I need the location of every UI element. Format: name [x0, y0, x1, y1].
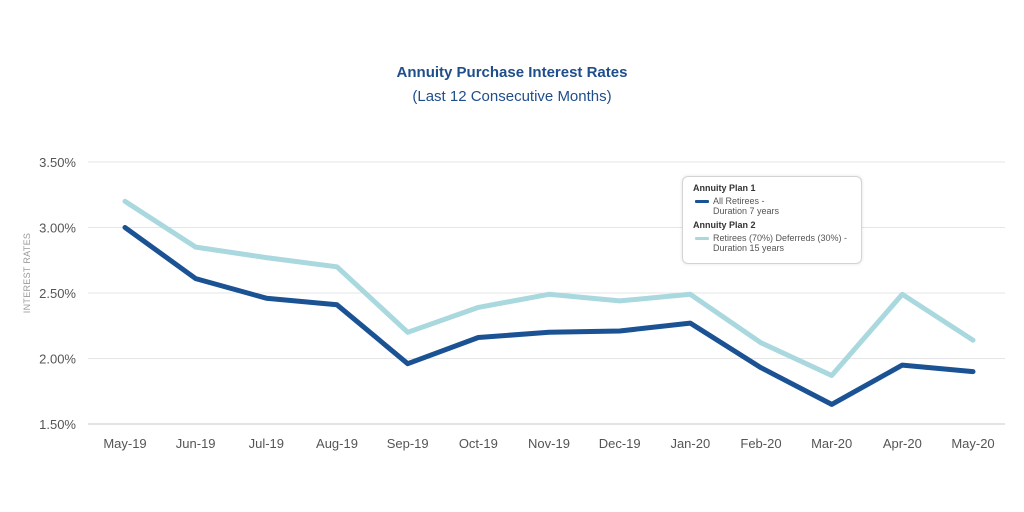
x-tick-label: Jan-20 — [670, 436, 710, 451]
series-line-plan-1 — [122, 225, 976, 407]
legend-swatch-plan-1 — [695, 200, 709, 203]
x-tick-label: Dec-19 — [599, 436, 641, 451]
x-tick-label: Nov-19 — [528, 436, 570, 451]
y-tick-label: 1.50% — [39, 417, 76, 432]
x-tick-label: Jun-19 — [176, 436, 216, 451]
x-axis-ticks: May-19 Jun-19 Jul-19 Aug-19 Sep-19 Oct-19 Nov-… — [103, 436, 994, 451]
legend-group-title-plan-2: Annuity Plan 2 — [693, 220, 756, 230]
series-lines — [122, 198, 976, 407]
y-tick-label: 2.00% — [39, 352, 76, 367]
x-tick-label: Jul-19 — [249, 436, 284, 451]
x-tick-label: Mar-20 — [811, 436, 852, 451]
y-axis-ticks: 1.50% 2.00% 2.50% 3.00% 3.50% — [39, 155, 76, 432]
y-tick-label: 3.50% — [39, 155, 76, 170]
series-line-plan-2 — [122, 198, 976, 378]
x-tick-label: Sep-19 — [387, 436, 429, 451]
y-tick-label: 3.00% — [39, 221, 76, 236]
legend-entry-plan-2: Retirees (70%) Deferreds (30%) - Duratio… — [693, 233, 851, 253]
x-tick-label: Aug-19 — [316, 436, 358, 451]
legend-label-plan-1-line-1: All Retirees - — [713, 196, 765, 206]
legend-entry-plan-1: All Retirees - Duration 7 years — [693, 196, 851, 216]
legend-group-title-plan-1: Annuity Plan 1 — [693, 183, 756, 193]
y-axis-title: INTEREST RATES — [22, 233, 32, 313]
legend-swatch-plan-2 — [695, 237, 709, 240]
x-tick-label: May-19 — [103, 436, 146, 451]
legend-label-plan-2-line-2: Duration 15 years — [713, 243, 785, 253]
legend: Annuity Plan 1 All Retirees - Duration 7… — [682, 176, 862, 264]
legend-label-plan-2-line-1: Retirees (70%) Deferreds (30%) - — [713, 233, 848, 243]
x-tick-label: Oct-19 — [459, 436, 498, 451]
legend-label-plan-1-line-2: Duration 7 years — [713, 206, 780, 216]
x-tick-label: May-20 — [951, 436, 994, 451]
x-tick-label: Feb-20 — [740, 436, 781, 451]
chart-title: Annuity Purchase Interest Rates — [396, 64, 628, 81]
x-tick-label: Apr-20 — [883, 436, 922, 451]
chart-subtitle: (Last 12 Consecutive Months) — [412, 88, 612, 105]
y-tick-label: 2.50% — [39, 286, 76, 301]
